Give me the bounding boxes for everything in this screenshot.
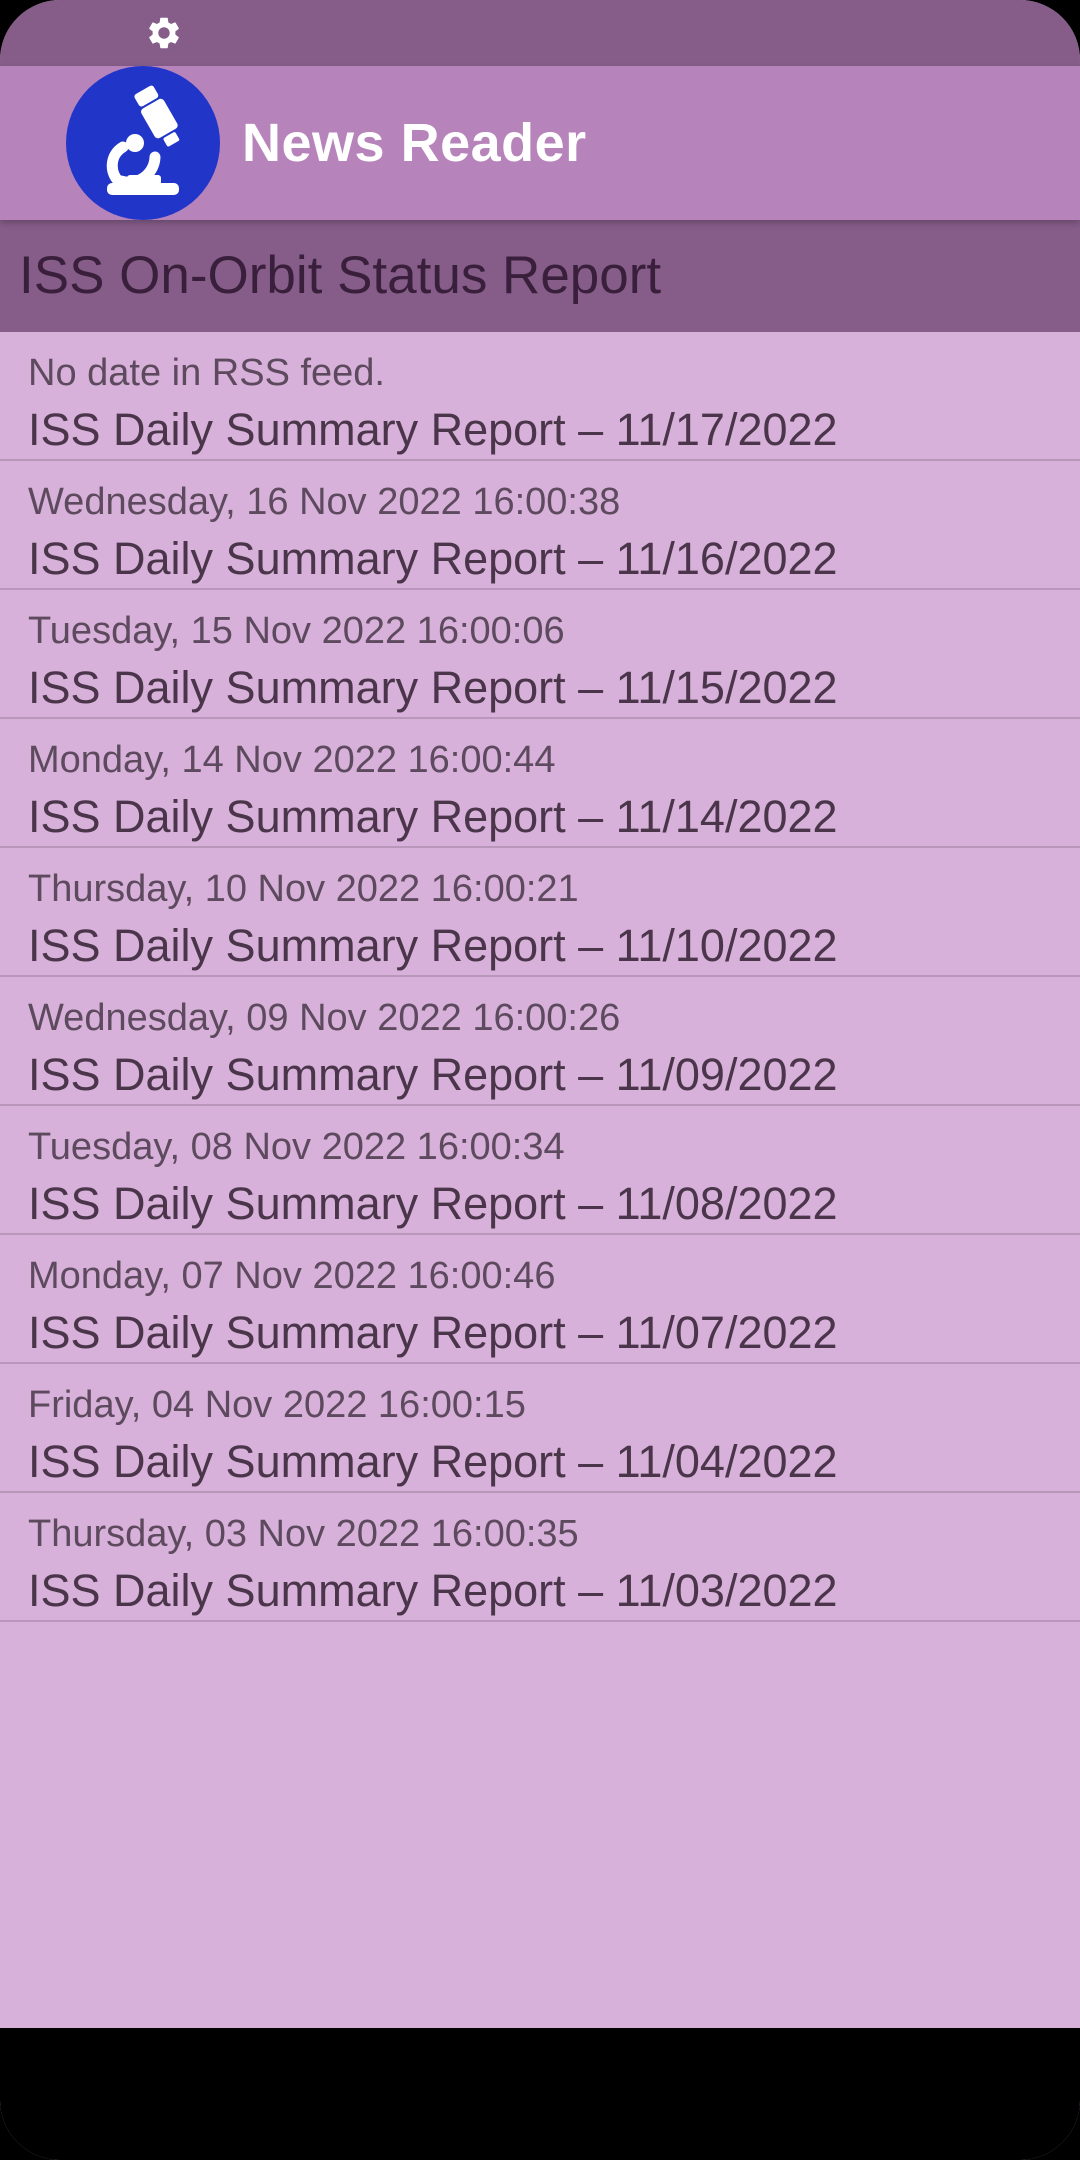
list-item[interactable]: Thursday, 10 Nov 2022 16:00:21 ISS Daily… bbox=[0, 848, 1080, 977]
microscope-icon bbox=[106, 85, 180, 195]
item-title: ISS Daily Summary Report – 11/09/2022 bbox=[28, 1049, 838, 1100]
list-item[interactable]: Tuesday, 15 Nov 2022 16:00:06 ISS Daily … bbox=[0, 590, 1080, 719]
gear-icon bbox=[149, 17, 179, 49]
item-title: ISS Daily Summary Report – 11/15/2022 bbox=[28, 662, 838, 713]
list-item[interactable]: Thursday, 03 Nov 2022 16:00:35 ISS Daily… bbox=[0, 1493, 1080, 1622]
list-item[interactable]: Wednesday, 09 Nov 2022 16:00:26 ISS Dail… bbox=[0, 977, 1080, 1106]
item-date: Tuesday, 15 Nov 2022 16:00:06 bbox=[28, 610, 565, 652]
app-bar: News Reader bbox=[0, 66, 1080, 220]
list-item[interactable]: Monday, 07 Nov 2022 16:00:46 ISS Daily S… bbox=[0, 1235, 1080, 1364]
app-logo bbox=[66, 66, 220, 220]
app-title: News Reader bbox=[242, 113, 587, 173]
item-title: ISS Daily Summary Report – 11/03/2022 bbox=[28, 1565, 838, 1616]
item-date: Monday, 14 Nov 2022 16:00:44 bbox=[28, 739, 556, 781]
item-date: No date in RSS feed. bbox=[28, 352, 385, 394]
item-title: ISS Daily Summary Report – 11/04/2022 bbox=[28, 1436, 838, 1487]
item-date: Monday, 07 Nov 2022 16:00:46 bbox=[28, 1255, 556, 1297]
item-title: ISS Daily Summary Report – 11/16/2022 bbox=[28, 533, 838, 584]
item-title: ISS Daily Summary Report – 11/17/2022 bbox=[28, 404, 838, 455]
feed-list: No date in RSS feed. ISS Daily Summary R… bbox=[0, 332, 1080, 1622]
list-item[interactable]: Tuesday, 08 Nov 2022 16:00:34 ISS Daily … bbox=[0, 1106, 1080, 1235]
status-bar bbox=[0, 0, 1080, 66]
item-title: ISS Daily Summary Report – 11/14/2022 bbox=[28, 791, 838, 842]
item-date: Tuesday, 08 Nov 2022 16:00:34 bbox=[28, 1126, 565, 1168]
list-item[interactable]: Monday, 14 Nov 2022 16:00:44 ISS Daily S… bbox=[0, 719, 1080, 848]
navigation-bar bbox=[0, 2028, 1080, 2160]
item-date: Wednesday, 09 Nov 2022 16:00:26 bbox=[28, 997, 621, 1039]
section-header: ISS On-Orbit Status Report bbox=[0, 220, 1080, 332]
item-date: Friday, 04 Nov 2022 16:00:15 bbox=[28, 1384, 526, 1426]
item-title: ISS Daily Summary Report – 11/07/2022 bbox=[28, 1307, 838, 1358]
item-date: Thursday, 03 Nov 2022 16:00:35 bbox=[28, 1513, 579, 1555]
item-title: ISS Daily Summary Report – 11/10/2022 bbox=[28, 920, 838, 971]
item-date: Thursday, 10 Nov 2022 16:00:21 bbox=[28, 868, 579, 910]
list-item[interactable]: Wednesday, 16 Nov 2022 16:00:38 ISS Dail… bbox=[0, 461, 1080, 590]
section-title: ISS On-Orbit Status Report bbox=[19, 246, 662, 305]
item-title: ISS Daily Summary Report – 11/08/2022 bbox=[28, 1178, 838, 1229]
item-date: Wednesday, 16 Nov 2022 16:00:38 bbox=[28, 481, 621, 523]
list-item[interactable]: No date in RSS feed. ISS Daily Summary R… bbox=[0, 332, 1080, 461]
list-item[interactable]: Friday, 04 Nov 2022 16:00:15 ISS Daily S… bbox=[0, 1364, 1080, 1493]
